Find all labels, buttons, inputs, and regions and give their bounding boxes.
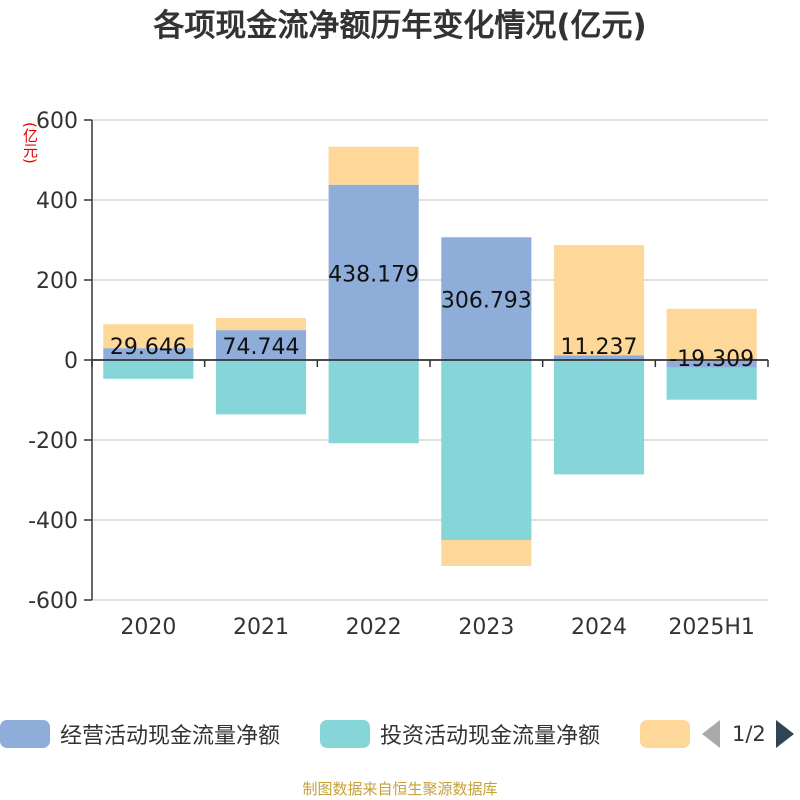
pager-page-indicator: 1/2: [732, 722, 766, 746]
bar-segment[interactable]: [328, 184, 419, 360]
y-tick-label: -600: [28, 589, 78, 614]
bar-segment[interactable]: [553, 355, 645, 360]
data-label: 74.744: [223, 335, 300, 360]
data-label: 306.793: [441, 289, 532, 314]
y-tick-label: -200: [28, 429, 78, 454]
bar-segment[interactable]: [215, 360, 307, 415]
legend-swatch-operating: [0, 720, 50, 748]
bar-segment[interactable]: [441, 540, 532, 566]
data-labels: 29.646 74.744 438.179 306.793 11.237 -19.309: [110, 262, 754, 372]
bar-segment[interactable]: [553, 360, 645, 475]
legend-swatch-third-series: [640, 720, 690, 748]
x-tick-label: 2020: [120, 615, 176, 640]
bar-segment[interactable]: [441, 237, 532, 360]
pager-prev-icon[interactable]: [702, 720, 720, 748]
chart-title: 各项现金流净额历年变化情况(亿元): [153, 8, 647, 44]
y-tick-label: 600: [36, 109, 78, 134]
bar-segment[interactable]: [441, 360, 532, 540]
data-label: 438.179: [328, 262, 419, 287]
source-note: 制图数据来自恒生聚源数据库: [302, 780, 498, 798]
bar-segment[interactable]: [103, 324, 194, 349]
bar-segment[interactable]: [328, 146, 419, 185]
bar-segment[interactable]: [666, 308, 757, 360]
stacked-bar-chart: 600 400 200 0 -200 -400 -600 2020 2021 2022 2023 20…: [28, 109, 769, 640]
legend-item-investing[interactable]: 投资活动现金流量净额: [320, 716, 600, 752]
x-tick-label: 2023: [458, 615, 514, 640]
grid-lines: [92, 119, 768, 601]
pager-next-icon[interactable]: [775, 720, 794, 748]
legend-item-operating[interactable]: 经营活动现金流量净额: [0, 716, 280, 752]
legend-pager: 1/2: [700, 716, 800, 752]
bar-segment[interactable]: [666, 367, 757, 400]
x-tick-label: 2025H1: [668, 615, 755, 640]
bars: [103, 146, 757, 566]
x-tick-label: 2022: [346, 615, 402, 640]
legend: 经营活动现金流量净额 投资活动现金流量净额 1/2: [0, 716, 800, 756]
data-label: 29.646: [110, 335, 187, 360]
legend-item-third-series[interactable]: [640, 716, 700, 752]
axes: 600 400 200 0 -200 -400 -600 2020 2021 2022 2023 20…: [28, 109, 769, 640]
unit-label: (亿元): [21, 122, 39, 164]
bar-segment[interactable]: [328, 360, 419, 444]
y-tick-label: 400: [36, 189, 78, 214]
bar-segment[interactable]: [103, 360, 194, 379]
bar-segment[interactable]: [215, 318, 307, 331]
bar-segment[interactable]: [215, 330, 307, 360]
legend-label-investing: 投资活动现金流量净额: [380, 724, 601, 749]
x-tick-label: 2024: [571, 615, 627, 640]
y-tick-label: 0: [64, 349, 78, 374]
bar-segment[interactable]: [666, 360, 757, 368]
data-label: 11.237: [561, 335, 638, 360]
legend-label-operating: 经营活动现金流量净额: [60, 724, 281, 749]
bar-segment[interactable]: [103, 348, 194, 360]
bar-segment[interactable]: [553, 245, 645, 356]
data-label: -19.309: [669, 347, 754, 372]
legend-swatch-investing: [320, 720, 370, 748]
x-tick-label: 2021: [233, 615, 289, 640]
y-tick-label: 200: [36, 269, 78, 294]
y-tick-label: -400: [28, 509, 78, 534]
